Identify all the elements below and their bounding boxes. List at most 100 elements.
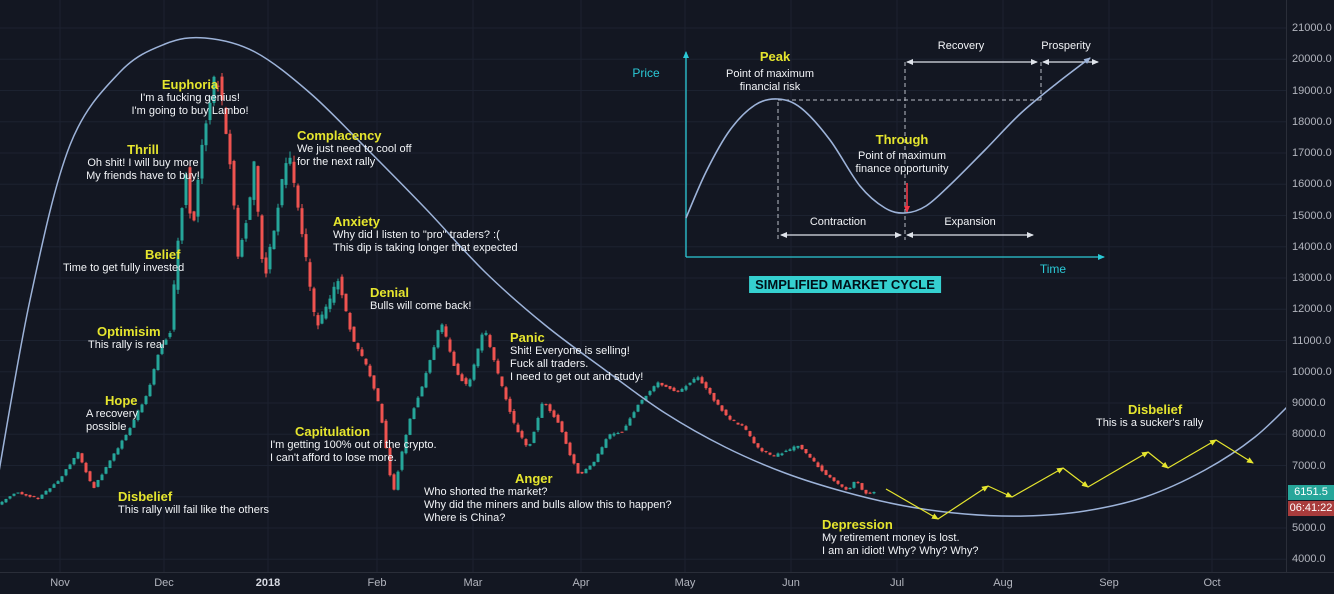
candle-body [88,471,92,482]
candle-body [672,387,676,391]
cycle-annotation-hope[interactable]: Hope A recovery possible [86,393,138,434]
candle-body [596,453,600,462]
cycle-annotation-anxiety[interactable]: Anxiety Why did I listen to "pro" traders… [333,214,518,255]
candle-body [788,449,792,451]
candle-body [736,422,740,425]
candle-body [472,364,476,380]
cycle-annotation-denial[interactable]: Denial Bulls will come back! [370,285,471,313]
candle-body [792,446,796,451]
candle-body [832,477,836,481]
cycle-annotation-disbelief[interactable]: Disbelief This is a sucker's rally [1096,402,1203,430]
candle-body [508,398,512,412]
candle-body [192,211,196,221]
cycle-annotation-belief[interactable]: Belief Time to get fully invested [63,247,184,275]
cycle-annotation-capitulation[interactable]: Capitulation I'm getting 100% out of the … [270,424,437,465]
candle-body [16,492,20,494]
cycle-annotation-thrill[interactable]: Thrill Oh shit! I will buy more My friends… [86,142,200,183]
projection-arrows[interactable] [885,439,1254,520]
candle-body [312,288,316,312]
time-axis-label-oct: Oct [1203,577,1221,589]
candle-body [164,339,168,345]
candle-body [728,415,732,420]
candle-body [764,451,768,452]
candle-body [436,330,440,348]
candle-body [68,464,72,470]
annotation-text-line: I'm a fucking genius! [140,92,240,104]
annotation-text-line: My retirement money is lost. [822,532,960,544]
candle-body [196,179,200,217]
candle-body [284,163,288,185]
inset-note-line: Point of maximum [857,150,947,162]
candle-body [708,388,712,394]
candle-body [480,334,484,351]
candle-body [700,377,704,384]
candle-body [232,161,236,206]
price-axis-label: 20000.0 [1292,53,1332,66]
time-axis[interactable]: Nov Dec 2018 Feb Mar Apr May Jun Jul Aug Sep Oct [0,572,1334,594]
candle-body [304,234,308,258]
price-axis-label: 17000.0 [1292,147,1332,159]
price-axis-label: 13000.0 [1292,272,1332,284]
candle-body [20,492,24,495]
candle-body [680,389,684,392]
candle-body [820,465,824,471]
candle-body [624,425,628,431]
candle-body [396,471,400,490]
candle-body [260,215,264,259]
price-axis-label: 7000.0 [1292,459,1326,472]
cycle-annotation-anger[interactable]: Anger Who shorted the market? Why did the … [424,471,672,525]
candle-body [540,403,544,418]
candle-body [136,410,140,420]
candle-body [112,453,116,461]
cycle-annotation-euphoria[interactable]: Euphoria I'm a fucking genius! I'm going t… [131,77,248,118]
projection-arrow-segment [1062,467,1089,488]
price-axis[interactable]: 4000.05000.06000.07000.08000.09000.01000… [1286,0,1334,572]
cycle-annotation-optimisim[interactable]: Optimisim This rally is real [88,324,164,352]
candle-body [676,390,680,392]
candle-body [456,363,460,375]
time-axis-label-2018: 2018 [255,577,281,589]
time-axis-label-jun: Jun [782,577,800,589]
candle-body [108,460,112,468]
cycle-annotation-panic[interactable]: Panic Shit! Everyone is selling! Fuck all … [510,330,643,384]
annotation-title: Panic [510,330,545,345]
candle-body [376,388,380,402]
candle-body [80,453,84,463]
candle-body [316,315,320,326]
candle-body [36,497,40,499]
price-axis-label: 12000.0 [1292,303,1332,316]
time-axis-label-feb: Feb [367,577,387,589]
candle-body [144,396,148,404]
candle-body [776,453,780,457]
candle-body [400,451,404,470]
annotation-text-line: I'm getting 100% out of the crypto. [270,439,437,451]
cycle-annotation-disbelief[interactable]: Disbelief This rally will fail like the o… [118,489,269,517]
price-axis-label: 11000.0 [1292,334,1331,347]
inset-note-line: financial risk [739,81,801,93]
candle-body [252,161,256,200]
candle-body [264,257,268,274]
candle-body [128,428,132,435]
candle-body [52,484,56,488]
annotation-text-line: Fuck all traders. [510,358,589,370]
candle-body [244,223,248,239]
candle-body [868,492,872,494]
cycle-annotation-complacency[interactable]: Complacency We just need to cool off for t… [297,128,412,169]
candle-body [240,240,244,257]
price-axis-label: 19000.0 [1292,84,1332,97]
candle-body [504,387,508,400]
annotation-title: Disbelief [1128,402,1183,417]
candle-body [60,476,64,482]
candle-body [292,161,296,183]
annotation-text-line: Why did I listen to "pro" traders? :( [333,229,500,241]
candle-body [684,386,688,390]
price-chart-canvas[interactable] [0,0,1286,572]
cycle-annotation-depression[interactable]: Depression My retirement money is lost. I … [822,517,979,558]
candle-body [652,386,656,392]
market-cycle-curve[interactable] [0,36,1286,517]
candle-body [772,455,776,457]
candle-body [332,286,336,303]
candle-body [836,480,840,484]
candle-body [368,365,372,377]
candle-body [580,471,584,474]
